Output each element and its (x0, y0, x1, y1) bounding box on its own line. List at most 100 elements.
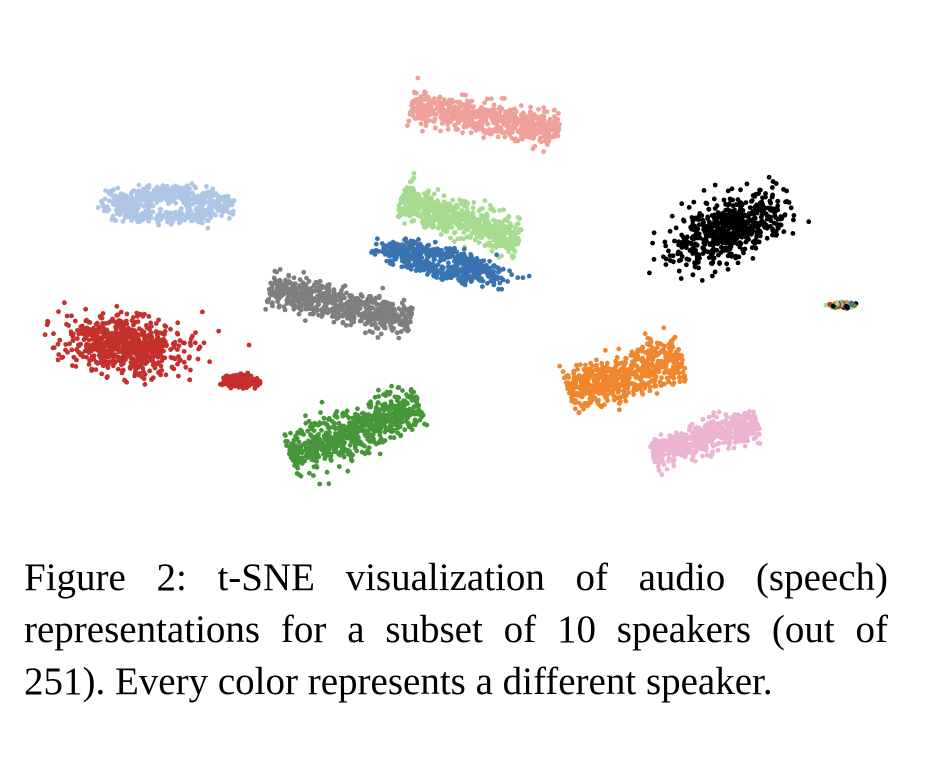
scatter-point (135, 206, 141, 212)
scatter-point (440, 227, 446, 233)
scatter-point (317, 297, 323, 303)
scatter-point (113, 328, 119, 334)
scatter-point (497, 208, 502, 213)
scatter-point (775, 203, 781, 209)
scatter-point (100, 311, 106, 316)
scatter-point (405, 265, 411, 270)
scatter-point (651, 256, 657, 262)
scatter-point (335, 303, 341, 309)
scatter-point (110, 316, 115, 322)
scatter-point (749, 245, 755, 251)
scatter-point (119, 329, 124, 335)
scatter-point (83, 344, 89, 349)
scatter-point (365, 317, 370, 322)
scatter-point (175, 215, 181, 221)
scatter-point (403, 192, 408, 198)
scatter-point (458, 235, 464, 241)
scatter-point (757, 221, 763, 227)
scatter-point (411, 105, 417, 111)
scatter-point (479, 123, 485, 129)
scatter-point (679, 232, 685, 238)
scatter-point (672, 335, 678, 341)
scatter-point (499, 96, 505, 101)
scatter-point (116, 349, 122, 354)
scatter-point (512, 237, 517, 242)
scatter-point (173, 209, 178, 215)
scatter-point (217, 381, 223, 387)
scatter-point (417, 244, 423, 250)
scatter-point (147, 368, 153, 374)
scatter-point (481, 110, 487, 116)
scatter-point (407, 213, 413, 219)
scatter-point (255, 378, 261, 383)
scatter-point (449, 117, 455, 122)
scatter-point (146, 333, 151, 339)
scatter-point (402, 326, 408, 332)
scatter-point (773, 215, 779, 221)
scatter-point (68, 331, 74, 337)
scatter-point (369, 305, 375, 311)
scatter-point (464, 113, 470, 119)
scatter-point (124, 208, 130, 214)
scatter-point (121, 200, 127, 206)
scatter-point (439, 121, 445, 126)
scatter-point (140, 186, 146, 192)
scatter-point (712, 269, 718, 275)
scatter-point (502, 134, 508, 140)
scatter-point (770, 232, 775, 238)
scatter-point (774, 232, 779, 237)
scatter-point (498, 275, 504, 281)
scatter-point (378, 316, 383, 322)
scatter-point (527, 109, 533, 115)
scatter-point (148, 348, 154, 354)
scatter-point (626, 390, 631, 395)
scatter-point (185, 210, 190, 216)
scatter-point (76, 331, 82, 337)
scatter-point (326, 282, 332, 287)
scatter-point (469, 104, 474, 110)
scatter-point (479, 226, 485, 232)
scatter-point (169, 365, 175, 370)
scatter-point (484, 219, 490, 225)
scatter-point (447, 102, 453, 108)
scatter-point (366, 294, 372, 299)
scatter-point (715, 236, 720, 242)
scatter-point (532, 143, 538, 149)
scatter-point (236, 384, 242, 390)
scatter-point (294, 289, 299, 295)
scatter-point (402, 200, 408, 206)
scatter-point (701, 188, 707, 193)
scatter-point (541, 149, 546, 155)
scatter-point (766, 214, 772, 220)
scatter-point (62, 300, 67, 306)
scatter-point (128, 339, 134, 345)
scatter-point (380, 300, 386, 305)
scatter-point (384, 258, 390, 264)
scatter-point (112, 332, 118, 337)
scatter-point (757, 187, 762, 193)
scatter-point (220, 209, 226, 215)
scatter-point (352, 308, 357, 314)
scatter-point (179, 216, 185, 222)
scatter-point (691, 244, 697, 250)
scatter-point (398, 200, 404, 206)
scatter-point (439, 268, 444, 274)
scatter-point (119, 370, 125, 376)
scatter-point (70, 338, 76, 343)
scatter-point (411, 171, 417, 176)
scatter-point (492, 243, 498, 248)
scatter-point (323, 305, 329, 310)
scatter-point (319, 307, 325, 312)
scatter-point (172, 196, 178, 201)
scatter-point (306, 290, 312, 296)
scatter-point (195, 205, 201, 211)
scatter-point (152, 190, 157, 196)
scatter-point (111, 196, 117, 202)
scatter-point (485, 108, 491, 114)
scatter-point (751, 211, 757, 217)
scatter-point (246, 383, 252, 388)
scatter-point (176, 354, 181, 359)
scatter-point (190, 201, 196, 207)
scatter-point (348, 293, 353, 298)
scatter-point (176, 343, 182, 349)
